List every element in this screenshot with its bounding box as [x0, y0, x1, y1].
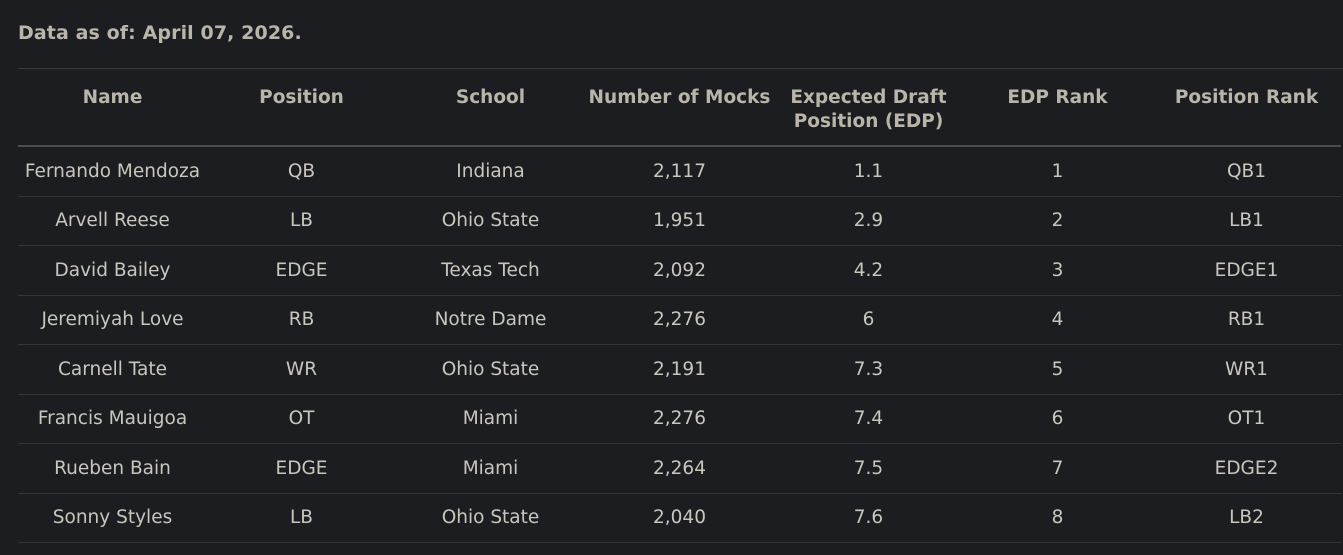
table-row: David Bailey EDGE Texas Tech 2,092 4.2 3… — [18, 245, 1341, 296]
cell-name: David Bailey — [18, 245, 207, 296]
cell-school: Ohio State — [396, 493, 585, 543]
cell-number-of-mocks: 2,117 — [585, 146, 774, 197]
cell-school: Ohio State — [396, 196, 585, 246]
column-header-position[interactable]: Position — [207, 86, 396, 147]
cell-position-rank: LB1 — [1152, 196, 1341, 246]
cell-school: Miami — [396, 443, 585, 494]
table-row: Francis Mauigoa OT Miami 2,276 7.4 6 OT1 — [18, 394, 1341, 444]
cell-edp-rank: 6 — [963, 394, 1152, 444]
header-divider — [18, 68, 1343, 69]
column-header-school[interactable]: School — [396, 86, 585, 147]
cell-position: WR — [207, 344, 396, 395]
cell-position-rank: RB1 — [1152, 295, 1341, 345]
column-header-number-of-mocks[interactable]: Number of Mocks — [585, 86, 774, 147]
cell-position-rank: EDGE2 — [1152, 443, 1341, 494]
column-header-edp[interactable]: Expected Draft Position (EDP) — [774, 86, 963, 147]
cell-edp-rank: 3 — [963, 245, 1152, 296]
mock-draft-table: Name Position School Number of Mocks Exp… — [18, 86, 1341, 543]
cell-number-of-mocks: 1,951 — [585, 196, 774, 246]
cell-name: Rueben Bain — [18, 443, 207, 494]
table-row: Jeremiyah Love RB Notre Dame 2,276 6 4 R… — [18, 295, 1341, 345]
cell-school: Texas Tech — [396, 245, 585, 296]
cell-number-of-mocks: 2,092 — [585, 245, 774, 296]
cell-number-of-mocks: 2,191 — [585, 344, 774, 395]
cell-name: Jeremiyah Love — [18, 295, 207, 345]
table-row: Arvell Reese LB Ohio State 1,951 2.9 2 L… — [18, 196, 1341, 246]
cell-edp-rank: 4 — [963, 295, 1152, 345]
cell-school: Ohio State — [396, 344, 585, 395]
data-as-of-label: Data as of: April 07, 2026. — [18, 22, 302, 44]
cell-position-rank: QB1 — [1152, 146, 1341, 197]
cell-edp-rank: 2 — [963, 196, 1152, 246]
cell-edp: 7.5 — [774, 443, 963, 494]
cell-position: LB — [207, 493, 396, 543]
cell-edp: 7.6 — [774, 493, 963, 543]
table-header-row: Name Position School Number of Mocks Exp… — [18, 86, 1341, 147]
cell-position-rank: EDGE1 — [1152, 245, 1341, 296]
cell-position-rank: LB2 — [1152, 493, 1341, 543]
cell-edp: 7.3 — [774, 344, 963, 395]
column-header-name[interactable]: Name — [18, 86, 207, 147]
cell-number-of-mocks: 2,264 — [585, 443, 774, 494]
cell-school: Miami — [396, 394, 585, 444]
cell-name: Francis Mauigoa — [18, 394, 207, 444]
cell-position: QB — [207, 146, 396, 197]
cell-position-rank: OT1 — [1152, 394, 1341, 444]
table-row: Sonny Styles LB Ohio State 2,040 7.6 8 L… — [18, 493, 1341, 543]
cell-name: Fernando Mendoza — [18, 146, 207, 197]
column-header-position-rank[interactable]: Position Rank — [1152, 86, 1341, 147]
cell-edp: 7.4 — [774, 394, 963, 444]
cell-school: Indiana — [396, 146, 585, 197]
cell-edp: 6 — [774, 295, 963, 345]
cell-name: Sonny Styles — [18, 493, 207, 543]
cell-position: OT — [207, 394, 396, 444]
cell-position: LB — [207, 196, 396, 246]
cell-position-rank: WR1 — [1152, 344, 1341, 395]
cell-edp-rank: 8 — [963, 493, 1152, 543]
cell-edp-rank: 7 — [963, 443, 1152, 494]
cell-edp-rank: 1 — [963, 146, 1152, 197]
cell-school: Notre Dame — [396, 295, 585, 345]
table-row: Carnell Tate WR Ohio State 2,191 7.3 5 W… — [18, 344, 1341, 395]
cell-edp: 4.2 — [774, 245, 963, 296]
cell-number-of-mocks: 2,276 — [585, 295, 774, 345]
table-row: Rueben Bain EDGE Miami 2,264 7.5 7 EDGE2 — [18, 443, 1341, 494]
cell-edp-rank: 5 — [963, 344, 1152, 395]
cell-position: EDGE — [207, 443, 396, 494]
cell-number-of-mocks: 2,040 — [585, 493, 774, 543]
cell-position: EDGE — [207, 245, 396, 296]
cell-edp: 1.1 — [774, 146, 963, 197]
cell-name: Carnell Tate — [18, 344, 207, 395]
cell-name: Arvell Reese — [18, 196, 207, 246]
column-header-edp-rank[interactable]: EDP Rank — [963, 86, 1152, 147]
cell-edp: 2.9 — [774, 196, 963, 246]
table-row: Fernando Mendoza QB Indiana 2,117 1.1 1 … — [18, 146, 1341, 197]
cell-position: RB — [207, 295, 396, 345]
cell-number-of-mocks: 2,276 — [585, 394, 774, 444]
